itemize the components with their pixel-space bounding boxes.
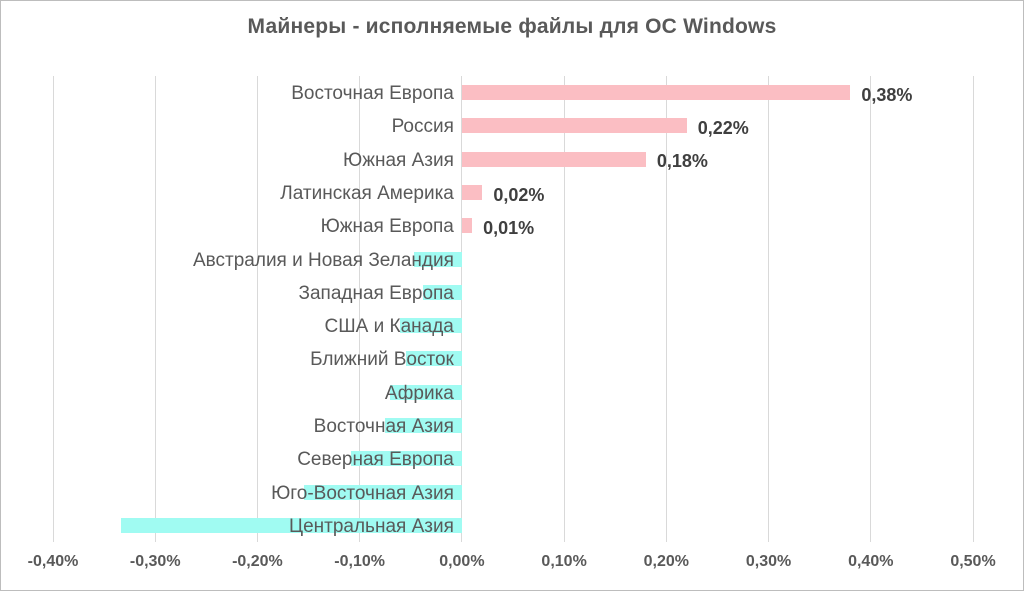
gridline — [563, 76, 565, 542]
category-label: Западная Европа — [298, 282, 454, 304]
bar-positive — [461, 218, 473, 234]
gridline — [972, 76, 974, 542]
category-label: Южная Азия — [343, 149, 454, 171]
value-label: 0,18% — [656, 151, 708, 172]
x-tick-label: 0,50% — [950, 553, 996, 570]
chart-title: Майнеры - исполняемые файлы для ОС Windo… — [247, 15, 777, 38]
category-label: Северная Европа — [297, 449, 454, 471]
category-label: Юго-Восточная Азия — [271, 482, 454, 504]
bar-negative — [390, 384, 462, 400]
zero-axis-line — [461, 76, 463, 542]
value-label: 0,22% — [697, 117, 749, 138]
value-label: 0,02% — [493, 184, 545, 205]
bar-positive — [461, 185, 483, 200]
bar-negative — [304, 484, 462, 500]
x-tick-label: 0,20% — [643, 553, 690, 570]
bar-negative — [423, 284, 462, 300]
bar-negative — [351, 451, 462, 467]
category-label: США и Канада — [324, 316, 454, 338]
x-tick-label: 0,10% — [541, 553, 587, 570]
x-tick-label: -0,20% — [232, 553, 283, 570]
category-label: Латинская Америка — [280, 183, 454, 204]
gridline — [768, 76, 770, 542]
gridline — [665, 76, 667, 542]
bar-negative — [413, 251, 462, 267]
category-label: Восточная Европа — [291, 83, 454, 105]
gridline — [52, 76, 54, 542]
bar-negative — [399, 318, 462, 334]
x-tick-label: -0,30% — [129, 553, 181, 570]
x-tick-label: -0,10% — [334, 553, 385, 570]
value-label: 0,38% — [861, 84, 913, 105]
gridline — [256, 76, 258, 542]
x-tick-label: 0,40% — [848, 553, 894, 570]
gridline — [359, 76, 361, 542]
bar-positive — [461, 85, 851, 101]
category-label: Восточная Азия — [313, 416, 454, 437]
gridline — [154, 76, 156, 542]
bar-negative — [385, 418, 462, 433]
category-label: Африка — [384, 382, 454, 404]
category-label: Россия — [391, 116, 454, 138]
category-label: Ближний Восток — [310, 349, 454, 371]
category-label: Австралия и Новая Зеландия — [192, 249, 454, 271]
bar-negative — [121, 517, 462, 533]
x-tick-label: 0,00% — [439, 553, 485, 570]
category-label: Южная Европа — [320, 216, 454, 238]
bar-positive — [461, 151, 646, 167]
bar-positive — [461, 118, 687, 134]
bar-negative — [405, 351, 462, 367]
x-tick-label: -0,40% — [27, 553, 79, 570]
value-label: 0,01% — [483, 217, 535, 238]
category-label: Центральная Азия — [289, 515, 454, 537]
gridline — [870, 76, 872, 542]
x-tick-label: 0,30% — [745, 553, 792, 570]
